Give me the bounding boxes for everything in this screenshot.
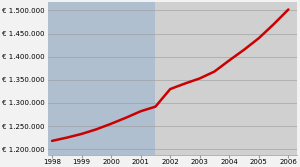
Bar bbox=[48, 2, 155, 155]
Bar bbox=[155, 2, 297, 155]
